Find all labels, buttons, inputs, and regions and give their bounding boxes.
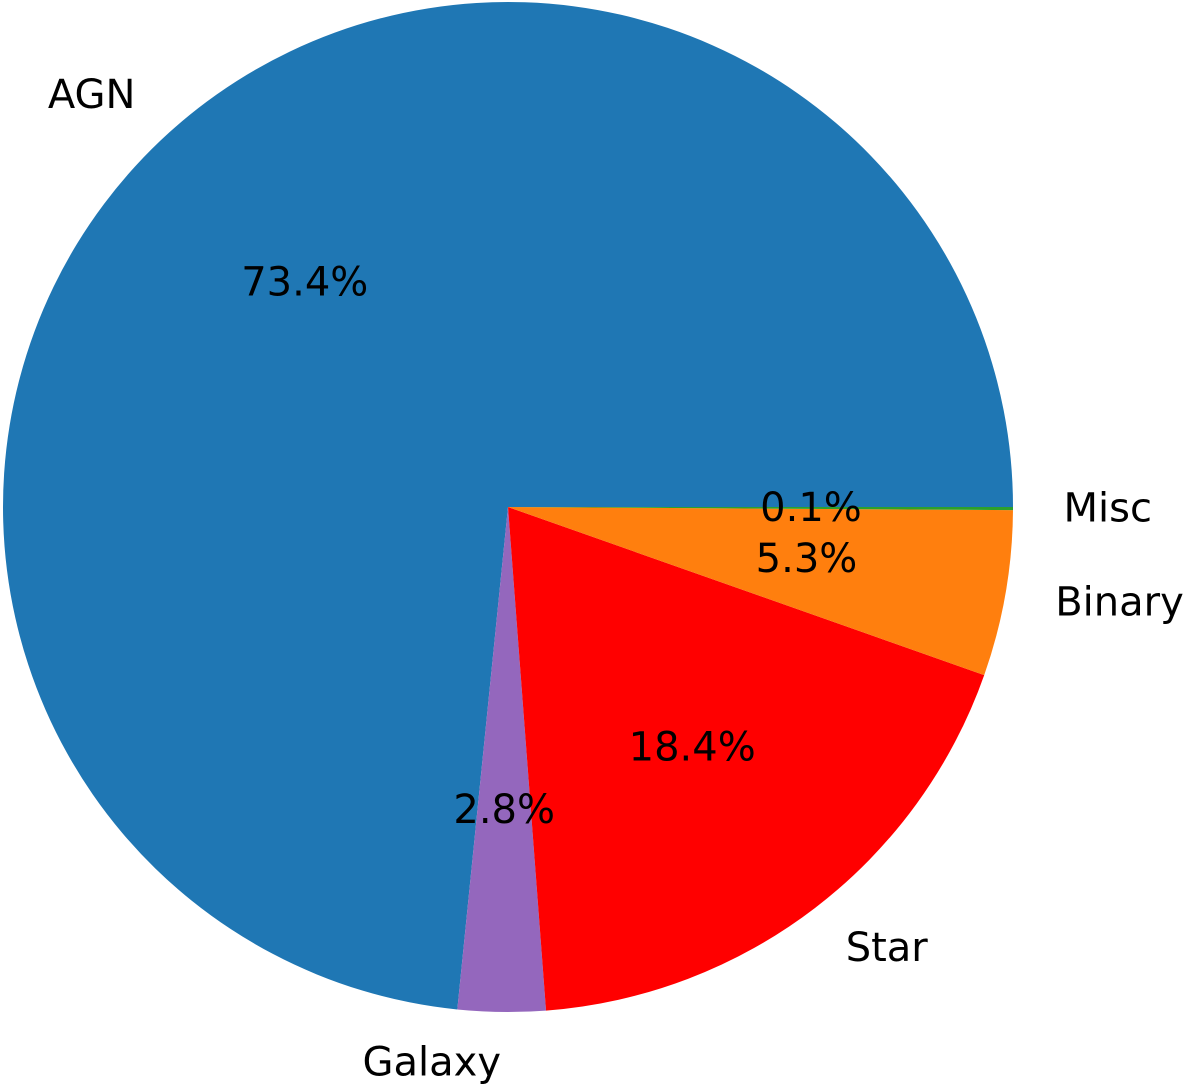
slice-label: Star (846, 925, 929, 971)
pie-slice (3, 2, 1014, 1010)
slice-percent: 73.4% (241, 259, 368, 305)
slice-percent: 5.3% (756, 536, 858, 582)
slice-label: Galaxy (363, 1039, 501, 1085)
slice-label: Binary (1055, 580, 1184, 626)
pie-slice (508, 507, 1013, 511)
slice-label: AGN (48, 72, 136, 118)
slice-percent: 0.1% (760, 485, 862, 531)
slice-label: Misc (1063, 486, 1151, 532)
slice-percent: 2.8% (453, 787, 555, 833)
slice-percent: 18.4% (629, 725, 756, 771)
pie-slice (508, 507, 1013, 676)
pie-slice (457, 507, 547, 1013)
pie-slice (508, 507, 985, 1011)
